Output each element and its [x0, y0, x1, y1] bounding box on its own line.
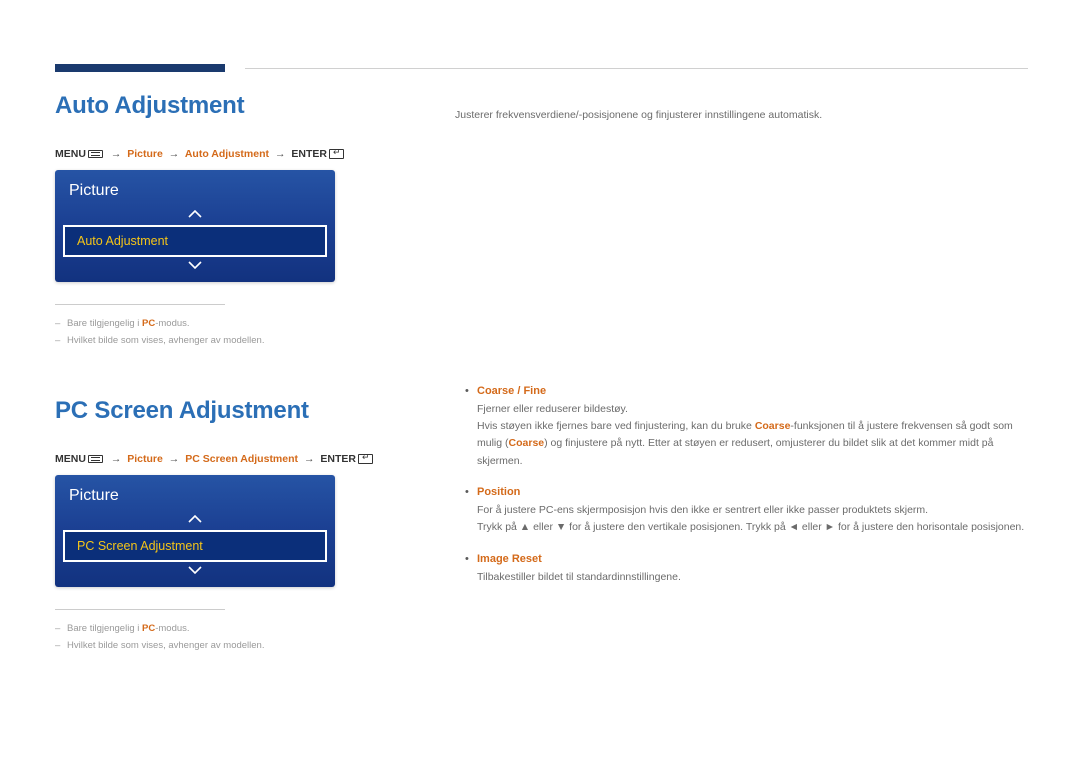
- breadcrumb-item: Auto Adjustment: [185, 148, 269, 160]
- section-pc-screen-adjustment: PC Screen Adjustment MENU → Picture → PC…: [55, 397, 425, 654]
- note-text: Bare tilgjengelig i: [67, 623, 142, 634]
- feature-line: Hvis støyen ikke fjernes bare ved finjus…: [477, 418, 1028, 470]
- osd-title: Picture: [63, 178, 327, 210]
- header-tab: [55, 64, 225, 72]
- feature-line: For å justere PC-ens skjermposisjon hvis…: [477, 502, 1028, 519]
- feature-title: Coarse / Fine: [477, 385, 1028, 397]
- note-pc-mode: Bare tilgjengelig i PC-modus.: [55, 315, 425, 332]
- breadcrumb-arrow: →: [301, 453, 318, 465]
- osd-panel-pc: Picture PC Screen Adjustment: [55, 475, 335, 587]
- feature-list: Coarse / Fine Fjerner eller reduserer bi…: [455, 385, 1028, 586]
- osd-up-arrow[interactable]: [63, 515, 327, 526]
- note-pc: PC: [142, 623, 155, 634]
- section-auto-adjustment: Auto Adjustment MENU → Picture → Auto Ad…: [55, 92, 425, 349]
- breadcrumb-arrow: →: [166, 453, 183, 465]
- feature-title: Image Reset: [477, 553, 1028, 565]
- feature-line: Tilbakestiller bildet til standardinnsti…: [477, 569, 1028, 586]
- note-model: Hvilket bilde som vises, avhenger av mod…: [55, 332, 425, 349]
- breadcrumb-arrow: →: [166, 148, 183, 160]
- note-pc: PC: [142, 318, 155, 329]
- osd-down-arrow[interactable]: [63, 261, 327, 272]
- menu-icon: [88, 455, 103, 463]
- enter-icon: [329, 149, 344, 159]
- breadcrumb-item: PC Screen Adjustment: [185, 453, 298, 465]
- breadcrumb-enter: ENTER: [291, 148, 327, 160]
- breadcrumb-arrow: →: [108, 453, 125, 465]
- page-content: Auto Adjustment MENU → Picture → Auto Ad…: [55, 92, 1028, 723]
- osd-title: Picture: [63, 483, 327, 515]
- osd-selected-item[interactable]: PC Screen Adjustment: [63, 530, 327, 562]
- coarse-label: Coarse: [755, 420, 791, 432]
- notes-separator: [55, 304, 225, 305]
- feature-body: Fjerner eller reduserer bildestøy. Hvis …: [477, 401, 1028, 470]
- breadcrumb-picture: Picture: [127, 453, 163, 465]
- auto-adjustment-description: Justerer frekvensverdiene/-posisjonene o…: [455, 107, 1028, 125]
- feature-title: Position: [477, 486, 1028, 498]
- note-model: Hvilket bilde som vises, avhenger av mod…: [55, 637, 425, 654]
- osd-down-arrow[interactable]: [63, 566, 327, 577]
- feature-body: For å justere PC-ens skjermposisjon hvis…: [477, 502, 1028, 537]
- feature-image-reset: Image Reset Tilbakestiller bildet til st…: [455, 553, 1028, 586]
- menu-icon: [88, 150, 103, 158]
- heading-pc-screen-adjustment: PC Screen Adjustment: [55, 397, 425, 425]
- breadcrumb-pc: MENU → Picture → PC Screen Adjustment → …: [55, 453, 425, 465]
- breadcrumb-auto: MENU → Picture → Auto Adjustment → ENTER: [55, 148, 425, 160]
- osd-up-arrow[interactable]: [63, 210, 327, 221]
- notes-separator: [55, 609, 225, 610]
- feature-line: Fjerner eller reduserer bildestøy.: [477, 401, 1028, 418]
- heading-auto-adjustment: Auto Adjustment: [55, 92, 425, 120]
- note-text: Bare tilgjengelig i: [67, 318, 142, 329]
- note-pc-mode: Bare tilgjengelig i PC-modus.: [55, 620, 425, 637]
- feature-body: Tilbakestiller bildet til standardinnsti…: [477, 569, 1028, 586]
- enter-icon: [358, 454, 373, 464]
- breadcrumb-arrow: →: [272, 148, 289, 160]
- note-text: -modus.: [155, 623, 189, 634]
- feature-position: Position For å justere PC-ens skjermposi…: [455, 486, 1028, 537]
- feature-line: Trykk på ▲ eller ▼ for å justere den ver…: [477, 519, 1028, 536]
- header-rule: [245, 68, 1028, 69]
- breadcrumb-enter: ENTER: [320, 453, 356, 465]
- breadcrumb-picture: Picture: [127, 148, 163, 160]
- osd-panel-auto: Picture Auto Adjustment: [55, 170, 335, 282]
- note-text: -modus.: [155, 318, 189, 329]
- breadcrumb-menu: MENU: [55, 453, 86, 465]
- t: Hvis støyen ikke fjernes bare ved finjus…: [477, 420, 755, 432]
- t: ) og finjustere på nytt. Etter at støyen…: [477, 437, 993, 466]
- left-column: Auto Adjustment MENU → Picture → Auto Ad…: [55, 92, 425, 723]
- coarse-label: Coarse: [509, 437, 545, 449]
- breadcrumb-arrow: →: [108, 148, 125, 160]
- right-column: Justerer frekvensverdiene/-posisjonene o…: [455, 92, 1028, 723]
- osd-selected-item[interactable]: Auto Adjustment: [63, 225, 327, 257]
- feature-coarse-fine: Coarse / Fine Fjerner eller reduserer bi…: [455, 385, 1028, 470]
- breadcrumb-menu: MENU: [55, 148, 86, 160]
